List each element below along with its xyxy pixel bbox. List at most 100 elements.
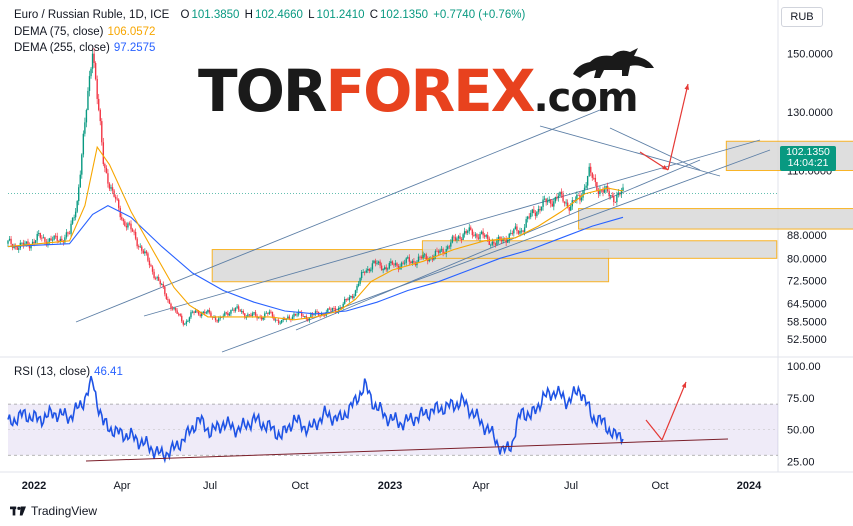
- candle-body: [276, 319, 278, 321]
- candle-body: [405, 258, 407, 263]
- candle-body: [36, 233, 38, 241]
- candle-body: [468, 227, 470, 232]
- candle-body: [61, 238, 63, 241]
- high-value: 102.4660: [254, 9, 303, 21]
- candle-body: [407, 257, 409, 259]
- candle-body: [362, 271, 364, 273]
- candle-body: [331, 307, 334, 311]
- rsi-tick-label: 75.00: [787, 393, 815, 405]
- candle-body: [508, 233, 510, 240]
- candle-body: [485, 235, 487, 237]
- candle-body: [334, 308, 337, 312]
- candle-body: [431, 257, 434, 260]
- candle-body: [110, 187, 112, 189]
- tradingview-footer[interactable]: TradingView: [10, 504, 97, 518]
- candle-body: [171, 308, 174, 310]
- candle-body: [262, 317, 264, 320]
- support-zone-2: [578, 208, 853, 230]
- price-tick-label: 64.5000: [787, 299, 827, 311]
- candle-body: [376, 263, 378, 264]
- currency-button[interactable]: RUB: [781, 7, 823, 27]
- candle-body: [217, 318, 220, 322]
- time-tick-label: Apr: [472, 480, 489, 492]
- candle-body: [465, 231, 467, 233]
- candle-body: [491, 241, 494, 245]
- candle-body: [299, 311, 301, 313]
- candle-body: [277, 320, 280, 324]
- candle-body: [408, 257, 410, 262]
- candle-body: [174, 308, 177, 311]
- tradingview-icon: [10, 506, 26, 516]
- dema255-legend: DEMA (255, close) 97.2575: [14, 42, 155, 54]
- rsi-line: [7, 375, 624, 464]
- candle-body: [84, 122, 86, 134]
- candle-body: [533, 209, 535, 214]
- candle-body: [247, 314, 249, 318]
- dema75-label: DEMA (75, close): [14, 26, 104, 38]
- candle-body: [244, 313, 246, 318]
- candle-body: [287, 316, 289, 319]
- candle-body: [99, 109, 101, 122]
- candle-body: [233, 309, 235, 311]
- candle-body: [50, 238, 52, 241]
- rsi-up-arrow: [661, 381, 687, 441]
- candle-body: [440, 249, 443, 251]
- brand-part-com: .com: [533, 75, 638, 121]
- candle-body: [553, 201, 555, 207]
- candle-body: [420, 257, 423, 258]
- candle-body: [396, 263, 398, 266]
- candle-body: [300, 312, 303, 316]
- candle-body: [291, 316, 294, 321]
- symbol-legend: Euro / Russian Ruble, 1D, ICE O 101.3850 …: [14, 9, 527, 21]
- candle-body: [58, 240, 60, 242]
- candle-body: [116, 198, 118, 200]
- candle-body: [487, 235, 489, 239]
- candle-body: [443, 253, 446, 255]
- candle-body: [193, 311, 195, 313]
- candle-body: [182, 321, 184, 325]
- candle-body: [165, 294, 168, 300]
- candle-body: [400, 262, 403, 267]
- candle-body: [22, 242, 25, 246]
- candle-body: [151, 266, 154, 272]
- price-tick-label: 58.5000: [787, 316, 827, 328]
- candle-body: [570, 206, 572, 211]
- candle-body: [91, 53, 94, 69]
- candle-body: [473, 235, 475, 236]
- candle-body: [371, 263, 374, 270]
- time-tick-label: 2022: [22, 480, 46, 492]
- brand-part-tor: TOR: [198, 57, 328, 125]
- candle-body: [191, 311, 194, 313]
- candle-body: [596, 182, 598, 192]
- candle-body: [548, 199, 550, 202]
- candle-body: [67, 232, 69, 234]
- candle-body: [102, 142, 105, 165]
- candle-body: [96, 79, 98, 99]
- candle-body: [551, 203, 553, 207]
- candle-body: [588, 166, 590, 176]
- candle-body: [179, 314, 181, 316]
- candle-body: [380, 265, 383, 271]
- candle-body: [307, 318, 309, 321]
- candle-body: [394, 263, 397, 265]
- candle-body: [122, 219, 125, 222]
- candle-body: [314, 311, 317, 315]
- price-tick-label: 52.5000: [787, 334, 827, 346]
- candle-body: [234, 307, 237, 311]
- candle-body: [357, 283, 360, 286]
- candle-body: [500, 239, 503, 242]
- bar-countdown: 14:04:21: [787, 157, 829, 169]
- candle-body: [202, 311, 204, 314]
- candle-body: [546, 201, 549, 203]
- candle-body: [305, 316, 307, 319]
- candle-body: [38, 233, 40, 234]
- candle-body: [239, 309, 241, 312]
- candle-body: [221, 317, 223, 318]
- candle-body: [585, 185, 587, 188]
- candle-body: [28, 245, 31, 249]
- candle-body: [619, 192, 621, 195]
- change-value: +0.7740 (+0.76%): [433, 9, 526, 21]
- high-label: H: [244, 9, 253, 21]
- candle-body: [477, 237, 480, 239]
